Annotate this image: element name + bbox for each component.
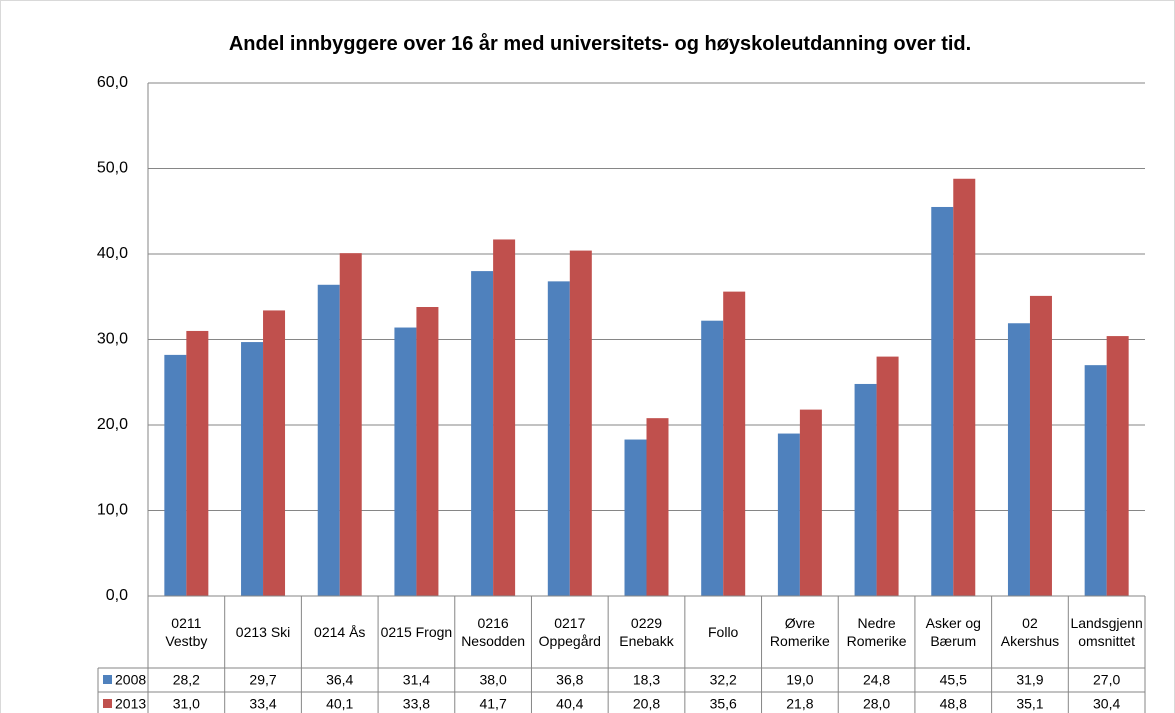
table-value: 33,4: [249, 696, 276, 712]
category-cell: 0216 Nesodden: [461, 615, 526, 649]
title-box: Andel innbyggere over 16 år med universi…: [228, 33, 972, 55]
x-tick-label: 0213 Ski: [235, 624, 291, 640]
bar: [1007, 323, 1030, 596]
y-tick-label: 10,0: [97, 502, 128, 519]
table-value: 31,9: [1016, 672, 1043, 688]
category-cell: Øvre Romerike: [769, 615, 830, 649]
legend-label: 2008: [115, 672, 146, 688]
x-tick-label: 0229 Enebakk: [619, 615, 674, 649]
bar: [339, 253, 362, 596]
bar: [186, 330, 209, 596]
y-tick-label: 60,0: [97, 74, 128, 91]
x-tick-label: Øvre Romerike: [769, 615, 830, 649]
table-value: 20,8: [633, 696, 660, 712]
legend-swatch: [103, 699, 112, 708]
table-value: 21,8: [786, 696, 813, 712]
bar: [777, 433, 800, 596]
table-value: 36,4: [326, 672, 353, 688]
bar: [701, 320, 724, 596]
table-value: 36,8: [556, 672, 583, 688]
category-cell: 0217 Oppegård: [538, 615, 601, 649]
bar: [1084, 365, 1107, 596]
table-value: 38,0: [479, 672, 506, 688]
category-cell: Nedre Romerike: [846, 615, 907, 649]
bar: [953, 178, 976, 596]
table-value: 24,8: [863, 672, 890, 688]
chart-title: Andel innbyggere over 16 år med universi…: [228, 33, 972, 55]
table-value: 30,4: [1093, 696, 1120, 712]
category-cell: 02 Akershus: [1000, 615, 1060, 649]
category-cell: 0215 Frogn: [380, 624, 453, 640]
bar: [263, 310, 286, 596]
category-cell: 0214 Ås: [314, 624, 366, 640]
table-value: 40,4: [556, 696, 583, 712]
table-value: 33,8: [403, 696, 430, 712]
bar: [547, 281, 570, 596]
bar: [646, 418, 669, 596]
y-tick-label: 0,0: [106, 587, 128, 604]
x-tick-label: Landsgjennomsnittet: [1070, 615, 1143, 649]
table-value: 40,1: [326, 696, 353, 712]
y-tick-label: 40,0: [97, 245, 128, 262]
x-tick-label: 0217 Oppegård: [538, 615, 601, 649]
bar: [416, 307, 439, 596]
y-tick-label: 50,0: [97, 160, 128, 177]
x-tick-label: 0215 Frogn: [380, 624, 453, 640]
x-tick-label: 02 Akershus: [1000, 615, 1060, 649]
bar: [317, 284, 340, 596]
x-tick-label: 0214 Ås: [314, 624, 366, 640]
table-value: 28,0: [863, 696, 890, 712]
table-value: 27,0: [1093, 672, 1120, 688]
x-tick-label: Nedre Romerike: [846, 615, 907, 649]
bar: [876, 356, 899, 596]
table-value: 18,3: [633, 672, 660, 688]
x-tick-label: Asker og Bærum: [925, 615, 981, 649]
legend-swatch: [103, 675, 112, 684]
category-cell: Landsgjennomsnittet: [1070, 615, 1143, 649]
bar: [471, 271, 494, 596]
table-value: 31,4: [403, 672, 430, 688]
category-cell: 0229 Enebakk: [619, 615, 674, 649]
bar: [1106, 336, 1129, 596]
table-value: 29,7: [249, 672, 276, 688]
bar: [394, 327, 417, 596]
table-value: 28,2: [173, 672, 200, 688]
table-value: 32,2: [710, 672, 737, 688]
table-value: 19,0: [786, 672, 813, 688]
x-tick-label: 0216 Nesodden: [461, 615, 526, 649]
table-value: 45,5: [940, 672, 967, 688]
table-value: 35,6: [710, 696, 737, 712]
table-value: 35,1: [1016, 696, 1043, 712]
category-cell: Follo: [708, 624, 739, 640]
x-tick-label: Follo: [708, 624, 739, 640]
bar: [164, 354, 187, 596]
bar: [799, 409, 822, 596]
table-value: 48,8: [940, 696, 967, 712]
y-tick-label: 20,0: [97, 416, 128, 433]
category-cell: 0211 Vestby: [165, 615, 208, 649]
x-tick-label: 0211 Vestby: [165, 615, 208, 649]
bar: [241, 342, 264, 596]
bar: [493, 239, 516, 596]
bar: [931, 206, 954, 596]
bar: [624, 439, 647, 596]
bar: [854, 383, 877, 596]
y-tick-label: 30,0: [97, 331, 128, 348]
table-value: 41,7: [479, 696, 506, 712]
legend-label: 2013: [115, 696, 146, 712]
bar: [569, 250, 592, 596]
bar: [723, 291, 746, 596]
category-cell: 0213 Ski: [235, 624, 291, 640]
category-cell: Asker og Bærum: [925, 615, 981, 649]
bar: [1029, 295, 1052, 596]
table-value: 31,0: [173, 696, 200, 712]
